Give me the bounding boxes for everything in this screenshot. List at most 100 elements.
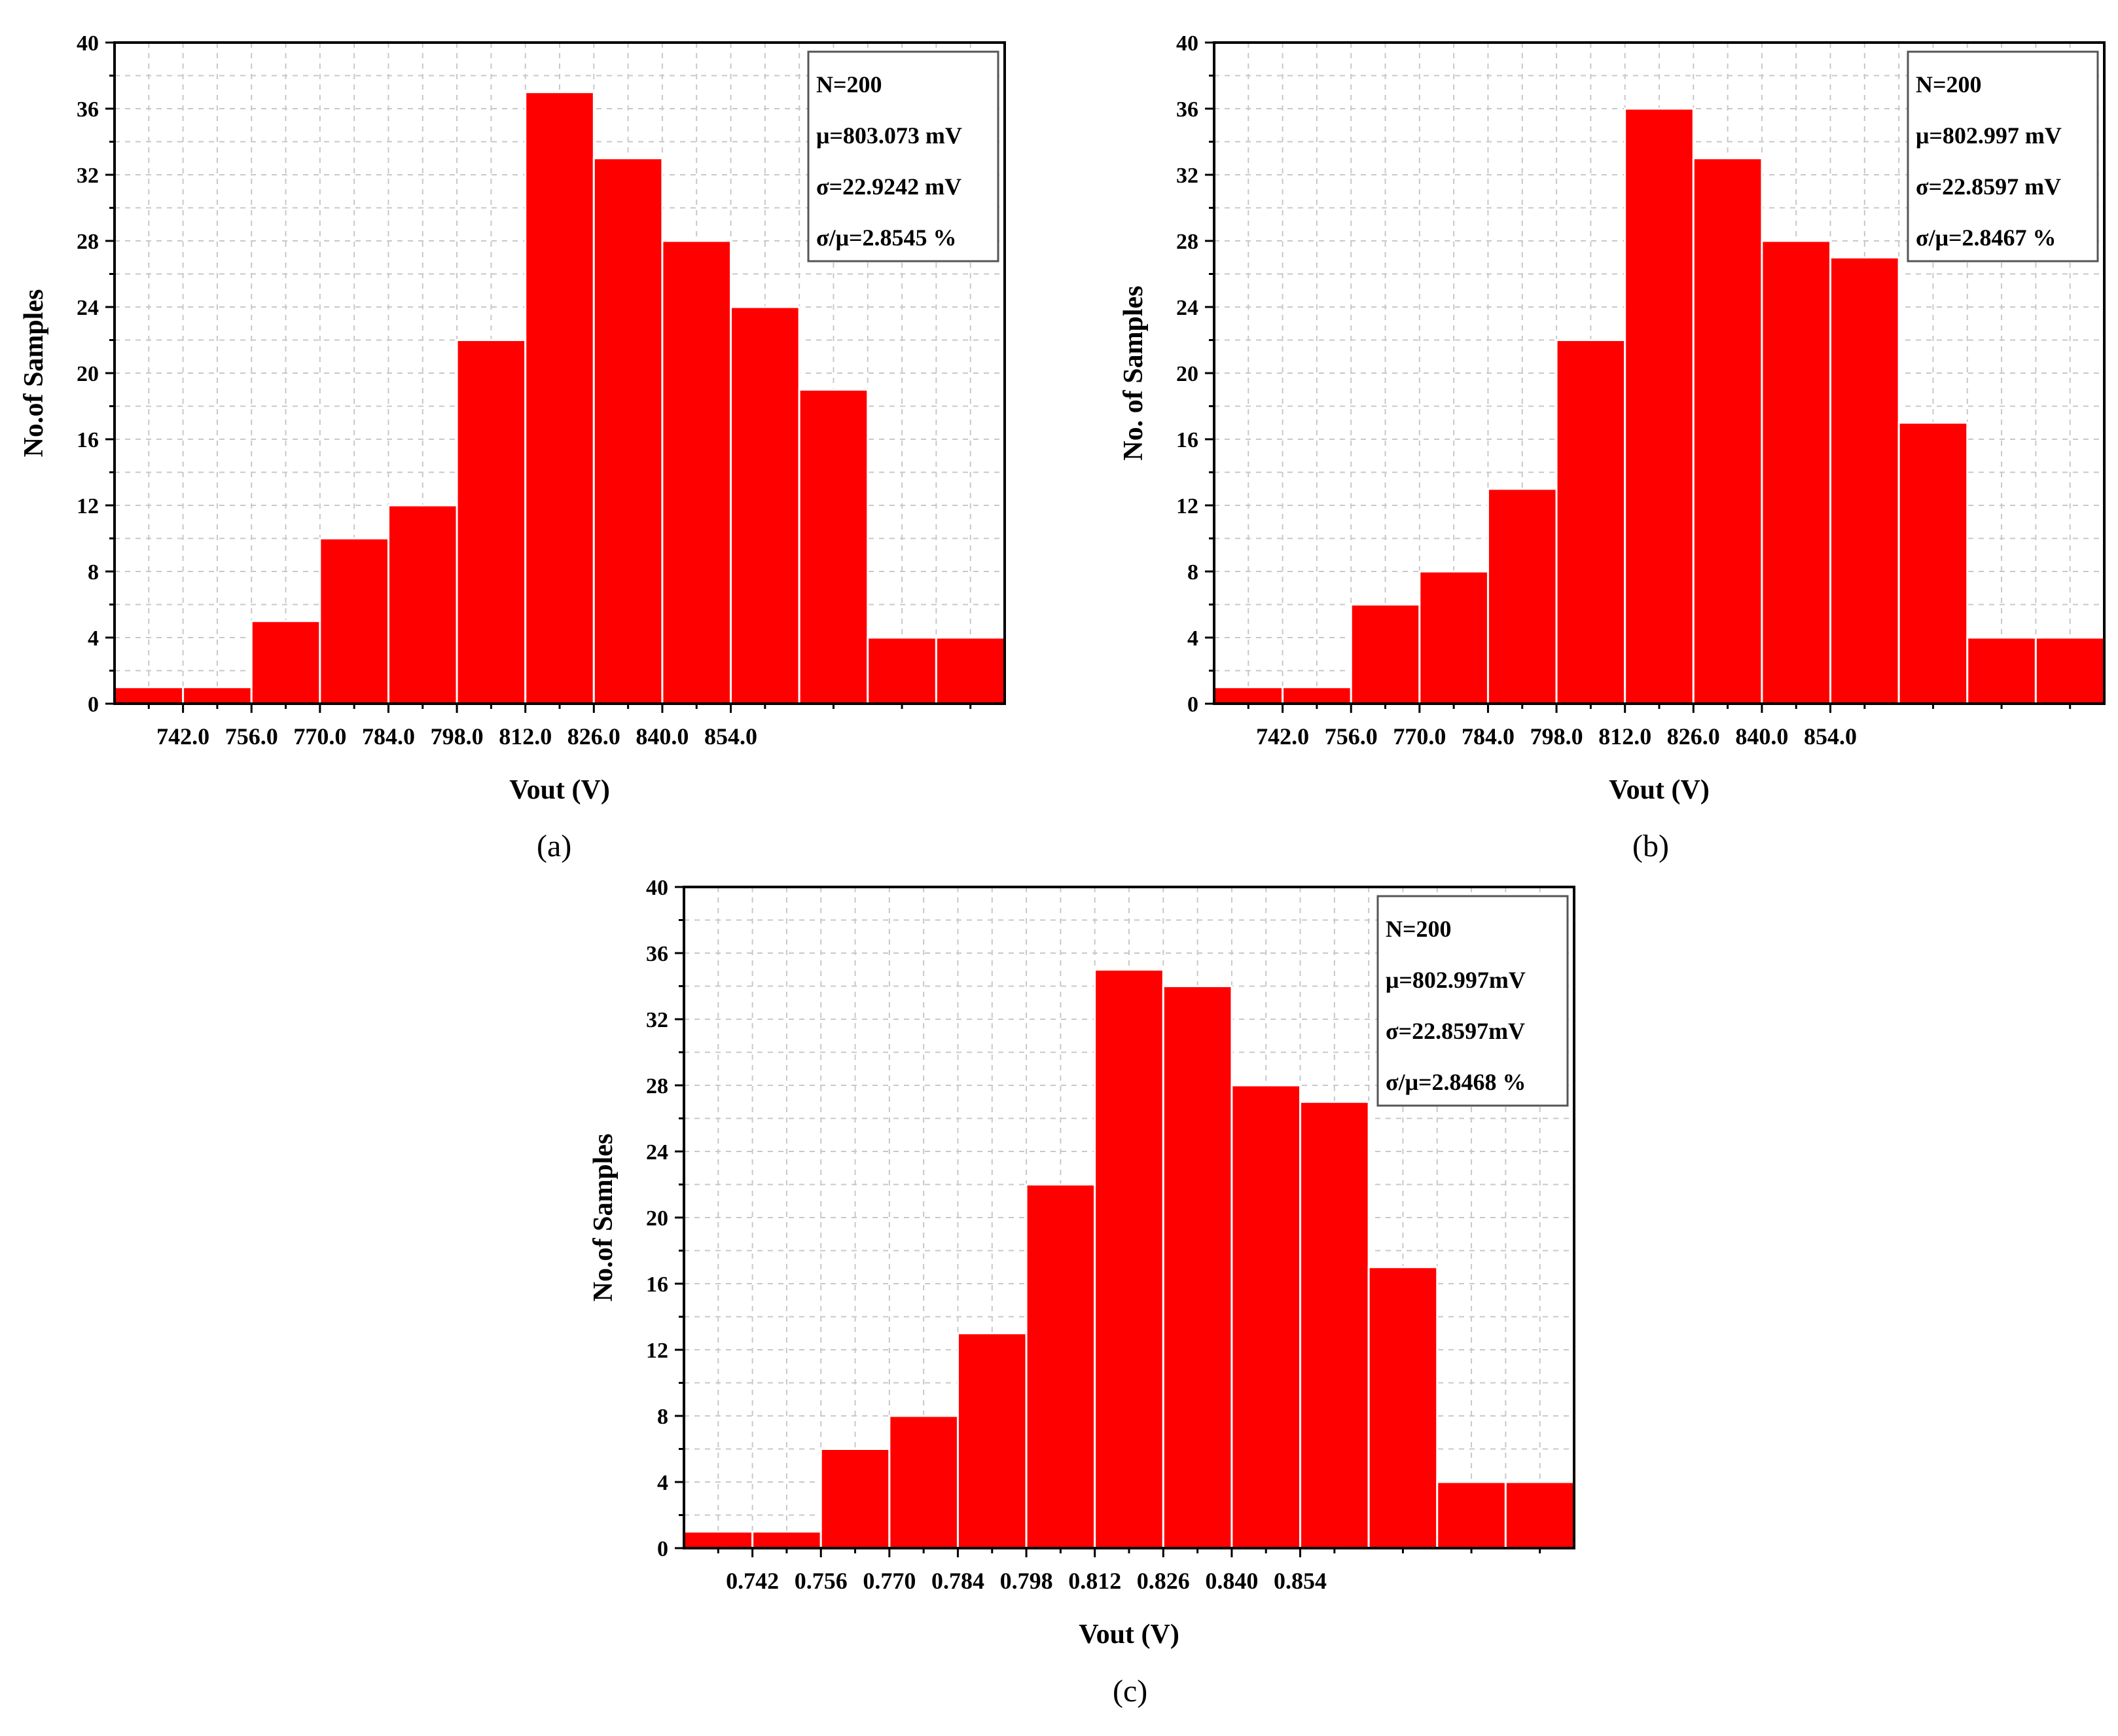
histogram-bar <box>798 388 869 705</box>
y-tick-label: 28 <box>646 1074 668 1098</box>
x-tick-label: 854.0 <box>704 723 757 750</box>
histogram-bar <box>1350 604 1421 705</box>
y-tick-label: 12 <box>1176 494 1198 518</box>
histogram-bar <box>956 1332 1028 1549</box>
stats-line: N=200 <box>816 71 882 98</box>
histogram-bar <box>1761 240 1832 705</box>
x-tick-label: 0.826 <box>1137 1568 1190 1594</box>
histogram-bar <box>1367 1266 1439 1549</box>
y-tick-label: 0 <box>1187 693 1198 717</box>
x-axis-title: Vout (V) <box>509 775 610 805</box>
x-tick-label: 798.0 <box>1530 723 1583 750</box>
stats-line: N=200 <box>1916 71 1982 98</box>
y-tick-label: 20 <box>1176 362 1198 386</box>
stats-line: σ=22.8597mV <box>1386 1018 1525 1044</box>
x-tick-label: 0.742 <box>726 1568 779 1594</box>
x-tick-label: 770.0 <box>1393 723 1446 750</box>
histogram-bar <box>250 620 321 705</box>
panel-label-b: (b) <box>1632 829 1669 863</box>
y-tick-label: 28 <box>77 230 99 254</box>
x-tick-label: 812.0 <box>1598 723 1651 750</box>
histogram-bar <box>2034 636 2106 705</box>
histogram-bar <box>1299 1100 1370 1549</box>
stats-line: μ=803.073 mV <box>816 122 962 149</box>
x-axis-title: Vout (V) <box>1609 775 1710 805</box>
histogram-bar <box>1418 570 1489 705</box>
histogram-bar <box>319 537 389 705</box>
histogram-bar <box>1966 636 2037 705</box>
y-tick-label: 40 <box>1176 31 1198 56</box>
y-axis-title: No.of Samples <box>588 1134 619 1302</box>
x-axis-title: Vout (V) <box>1079 1619 1179 1650</box>
histogram-bar <box>1692 157 1763 705</box>
panel-label-c: (c) <box>1113 1674 1148 1709</box>
y-tick-label: 16 <box>1176 428 1198 452</box>
histogram-bar <box>683 1530 754 1549</box>
stats-line: μ=802.997mV <box>1386 967 1526 993</box>
histogram-chart-b: 0 4 8 12 16 20 24 28 32 36 40 742.0 756.0 770.0 784.0 7… <box>1119 31 2106 805</box>
x-tick-label: 770.0 <box>293 723 346 750</box>
histogram-bar <box>1504 1481 1575 1549</box>
histogram-bar <box>867 636 937 705</box>
stats-line: N=200 <box>1386 916 1452 942</box>
x-tick-label: 0.798 <box>1000 1568 1053 1594</box>
stats-box <box>1376 895 1569 1107</box>
histogram-chart-a: 0 4 8 12 16 20 24 28 32 36 40 742.0 756.0 770.0 784.0 7… <box>19 31 1006 805</box>
y-tick-label: 4 <box>1187 626 1198 651</box>
histogram-bar <box>1624 107 1695 705</box>
histogram-bar <box>935 636 1006 705</box>
y-tick-label: 20 <box>646 1206 668 1231</box>
y-tick-label: 8 <box>657 1405 668 1429</box>
histogram-bar <box>730 306 800 705</box>
histogram-bar <box>387 504 458 705</box>
y-tick-label: 32 <box>1176 164 1198 188</box>
x-tick-label: 784.0 <box>1462 723 1515 750</box>
histogram-bar <box>661 240 732 705</box>
histogram-bar <box>1094 968 1164 1549</box>
stats-line: σ/μ=2.8467 % <box>1916 225 2056 251</box>
stats-line: σ=22.9242 mV <box>816 173 961 200</box>
histogram-bar <box>1486 488 1558 705</box>
stats-line: σ=22.8597 mV <box>1916 173 2061 200</box>
y-tick-label: 16 <box>77 428 99 452</box>
histogram-bar <box>1162 985 1233 1549</box>
x-tick-label: 826.0 <box>567 723 620 750</box>
histogram-bar <box>751 1530 822 1549</box>
y-tick-label: 20 <box>77 362 99 386</box>
stats-box <box>807 50 999 262</box>
histogram-chart-c: 0 4 8 12 16 20 24 28 32 36 40 0.742 0.756 0.770 0.784 0… <box>588 876 1575 1650</box>
x-tick-label: 784.0 <box>362 723 415 750</box>
histogram-bar <box>592 157 664 705</box>
y-tick-label: 8 <box>88 560 99 585</box>
x-tick-label: 0.840 <box>1205 1568 1258 1594</box>
y-tick-label: 4 <box>657 1471 668 1495</box>
histogram-bar <box>1025 1184 1096 1549</box>
y-axis-title: No. of Samples <box>1119 285 1149 460</box>
panel-label-a: (a) <box>537 829 572 863</box>
stats-line: σ/μ=2.8468 % <box>1386 1069 1526 1095</box>
stats-line: μ=802.997 mV <box>1916 122 2062 149</box>
y-tick-label: 32 <box>77 164 99 188</box>
x-tick-label: 812.0 <box>499 723 552 750</box>
y-tick-label: 24 <box>77 296 99 320</box>
y-tick-label: 40 <box>646 876 668 900</box>
y-tick-label: 36 <box>77 98 99 122</box>
histogram-bar <box>182 686 253 705</box>
y-tick-label: 0 <box>657 1537 668 1561</box>
histogram-bar <box>819 1448 891 1549</box>
histogram-bar <box>1230 1084 1302 1549</box>
y-axis-title: No.of Samples <box>19 289 49 458</box>
y-tick-label: 28 <box>1176 230 1198 254</box>
histogram-bar <box>1213 686 1284 705</box>
x-tick-label: 826.0 <box>1667 723 1720 750</box>
histogram-bar <box>888 1415 959 1549</box>
x-tick-label: 0.854 <box>1274 1568 1327 1594</box>
histogram-bar <box>524 91 595 705</box>
y-tick-label: 36 <box>1176 98 1198 122</box>
histogram-bar <box>1436 1481 1507 1549</box>
x-tick-label: 742.0 <box>156 723 209 750</box>
histogram-bar <box>1829 256 1900 705</box>
x-tick-label: 0.784 <box>931 1568 984 1594</box>
y-tick-label: 12 <box>77 494 99 518</box>
histogram-bar <box>456 339 527 705</box>
